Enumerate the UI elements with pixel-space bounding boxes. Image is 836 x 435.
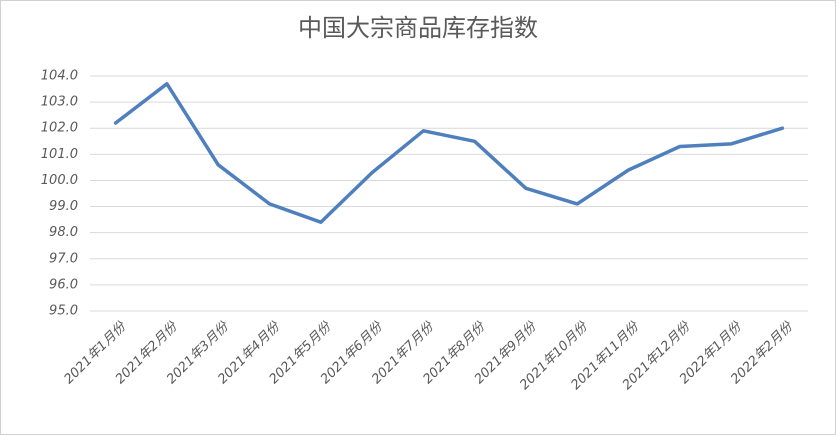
y-tick-label: 98.0	[49, 225, 78, 240]
y-tick-label: 100.0	[41, 173, 78, 188]
y-tick-label: 101.0	[41, 147, 78, 162]
data-line	[113, 82, 785, 224]
y-tick-label: 99.0	[49, 199, 78, 214]
y-tick-label: 104.0	[41, 69, 78, 84]
y-tick-label: 96.0	[49, 277, 78, 292]
y-tick-label: 102.0	[41, 121, 78, 136]
y-tick-label: 97.0	[49, 251, 78, 266]
y-tick-label: 103.0	[41, 95, 78, 110]
chart-title: 中国大宗商品库存指数	[298, 14, 538, 42]
y-tick-label: 95.0	[49, 304, 78, 319]
